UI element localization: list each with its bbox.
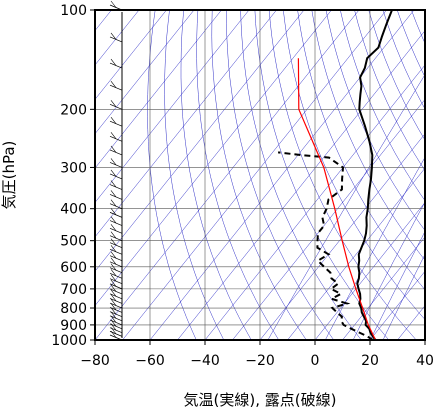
y-tick-label: 1000: [51, 333, 87, 349]
dry-adiabat-line: [226, 10, 335, 340]
wind-barb-feather: [110, 190, 117, 198]
dry-adiabat-line: [240, 10, 362, 340]
x-tick-label: −20: [245, 353, 275, 369]
isotherm-line: [95, 10, 195, 135]
wind-barb-feather: [110, 117, 117, 124]
mixing-ratio-line: [382, 253, 425, 340]
wind-barb-feather: [110, 289, 117, 297]
wind-barb-feather: [110, 269, 117, 276]
x-tick-label: 20: [361, 353, 379, 369]
wind-barb-feather: [110, 0, 117, 8]
dry-adiabat-line: [426, 10, 436, 340]
dewpoint-line: [277, 151, 374, 340]
mixing-ratio-line: [267, 74, 425, 340]
isotherm-line: [424, 339, 425, 340]
x-axis-title: 気温(実線), 露点(破線): [184, 391, 337, 409]
isotherm-line: [342, 236, 425, 340]
y-tick-label: 500: [60, 234, 87, 250]
isotherm-line: [369, 270, 425, 340]
x-tick-label: 0: [311, 353, 320, 369]
wind-barb-feather: [110, 81, 117, 88]
isotherm-line: [177, 30, 425, 340]
wind-barb-feather: [110, 251, 117, 259]
dry-adiabat-line: [354, 10, 425, 172]
series-layer: [277, 10, 393, 340]
y-tick-label: 100: [60, 3, 87, 19]
wind-barb-feather: [110, 208, 117, 216]
y-tick-label: 800: [60, 301, 87, 317]
isotherm-line: [259, 133, 425, 340]
wind-barb-feather: [110, 294, 117, 302]
wind-barb-feather: [110, 245, 117, 253]
dry-adiabat-line: [211, 10, 307, 340]
x-tick-label: 40: [416, 353, 434, 369]
wind-barb-feather: [110, 274, 117, 282]
wind-barb-feather: [110, 257, 117, 265]
y-axis-title: 気圧(hPa): [0, 141, 18, 210]
y-tick-label: 700: [60, 282, 87, 298]
y-tick-label: 300: [60, 160, 87, 176]
wind-barb-feather: [110, 231, 117, 239]
wind-barb-feather: [110, 311, 117, 319]
dry-adiabat-line: [340, 10, 425, 202]
isotherm-line: [95, 10, 277, 238]
wind-barb-feather: [110, 284, 117, 292]
x-tick-label: −40: [190, 353, 220, 369]
wind-barb-feather: [110, 169, 117, 177]
dry-adiabat-line: [147, 10, 197, 340]
isotherm-line: [95, 10, 250, 203]
x-tick-label: −80: [80, 353, 110, 369]
wind-barb-feather: [110, 32, 117, 40]
mixing-ratio-line: [352, 201, 425, 340]
dry-adiabat-line: [180, 10, 252, 340]
mixing-ratio-line: [370, 230, 425, 340]
parcel-path-line: [297, 58, 377, 340]
temperature-line: [356, 10, 393, 340]
wind-barb-feather: [110, 224, 117, 231]
isotherm-line: [95, 10, 332, 307]
wind-barb-feather: [110, 145, 117, 153]
wind-barb-feather: [110, 216, 117, 224]
wind-barb-feather: [110, 303, 117, 311]
wind-barb-feather: [110, 298, 117, 306]
wind-barb-feather: [110, 238, 117, 246]
dry-adiabat-line: [164, 10, 225, 340]
wind-barb-feather: [110, 158, 117, 166]
isotherm-line: [95, 10, 222, 169]
wind-barb-feather: [110, 58, 117, 66]
y-tick-label: 400: [60, 202, 87, 218]
dry-adiabat-line: [396, 10, 425, 78]
plot-frame: [94, 9, 426, 341]
mixing-ratio-line: [324, 156, 425, 340]
y-tick-label: 900: [60, 318, 87, 334]
wind-barb-feather: [110, 180, 117, 188]
wind-barb-feather: [110, 263, 117, 271]
wind-barb-feather: [110, 307, 117, 315]
isotherm-line: [122, 10, 387, 340]
isotherm-line: [314, 202, 425, 340]
isotherm-line: [287, 167, 425, 340]
isotherm-line: [95, 10, 360, 340]
isotherm-line: [149, 10, 415, 340]
isotherm-line: [204, 64, 425, 340]
wind-barb-feather: [110, 100, 117, 108]
wind-barbs: [109, 0, 123, 341]
wind-barb-feather: [110, 279, 117, 287]
dry-adiabat-line: [311, 10, 425, 261]
wind-barb-feather: [110, 199, 117, 207]
dry-adiabat-line: [268, 10, 417, 340]
dry-adiabat-line: [196, 10, 280, 340]
x-tick-label: −60: [135, 353, 165, 369]
y-tick-label: 600: [60, 260, 87, 276]
wind-barb-feather: [110, 132, 117, 140]
y-tick-label: 200: [60, 102, 87, 118]
